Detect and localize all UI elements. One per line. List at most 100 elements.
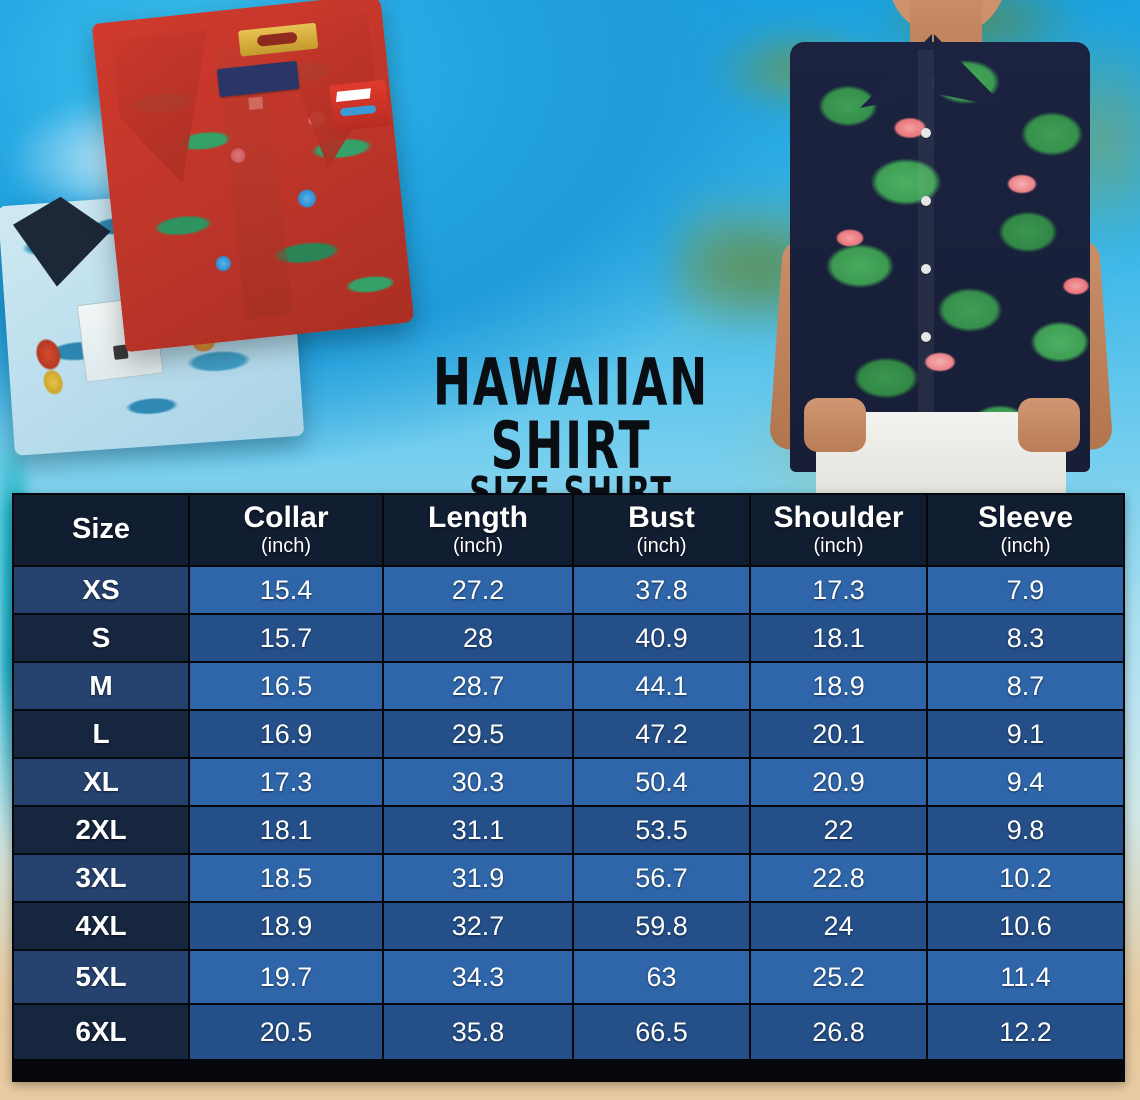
cell-sleeve: 9.4	[928, 759, 1123, 807]
cell-length: 29.5	[384, 711, 574, 759]
shirt-button	[921, 128, 931, 138]
cell-value: 18.1	[812, 622, 865, 653]
column-header-label: Bust	[628, 501, 695, 535]
cell-collar: 15.4	[190, 567, 384, 615]
cell-value: 20.9	[812, 766, 865, 797]
cell-value: 9.8	[1006, 814, 1045, 845]
cell-collar: 17.3	[190, 759, 384, 807]
cell-value: 63	[646, 961, 677, 992]
cell-collar: 18.9	[190, 903, 384, 951]
size-label	[248, 96, 264, 111]
cell-value: 27.2	[451, 574, 505, 605]
table-row: 5XL 19.7 34.3 63 25.2 11.4	[14, 951, 1123, 1005]
cell-sleeve: 9.1	[928, 711, 1123, 759]
cell-length: 28	[384, 615, 574, 663]
table-row: XS 15.4 27.2 37.8 17.3 7.9	[14, 567, 1123, 615]
column-header-unit: (inch)	[452, 534, 503, 557]
cell-sleeve: 8.3	[928, 615, 1123, 663]
cell-shoulder: 25.2	[751, 951, 928, 1005]
cell-size: XS	[14, 567, 190, 615]
cell-length: 32.7	[384, 903, 574, 951]
column-header-label: Collar	[243, 501, 329, 535]
size-chart-table: Size Collar (inch) Length (inch) Bust (i…	[12, 493, 1125, 1082]
cell-value: 3XL	[75, 862, 127, 893]
cell-collar: 20.5	[190, 1005, 384, 1059]
cell-value: 18.1	[259, 814, 313, 845]
cell-value: 31.9	[451, 862, 505, 893]
cell-size: XL	[14, 759, 190, 807]
cell-value: 31.1	[451, 814, 505, 845]
title-block: HAWAIIAN SHIRT SIZE SHIRT	[316, 351, 826, 514]
cell-value: 20.1	[812, 718, 865, 749]
cell-value: 8.3	[1006, 622, 1045, 653]
cell-length: 30.3	[384, 759, 574, 807]
cell-sleeve: 12.2	[928, 1005, 1123, 1059]
table-header-row: Size Collar (inch) Length (inch) Bust (i…	[14, 495, 1123, 567]
shirt-collar-left	[111, 30, 222, 189]
column-header-size: Size	[14, 495, 190, 567]
cell-value: 29.5	[451, 718, 505, 749]
cell-collar: 15.7	[190, 615, 384, 663]
cell-value: 9.1	[1006, 718, 1045, 749]
cell-value: 9.4	[1006, 766, 1045, 797]
table-row: 2XL 18.1 31.1 53.5 22 9.8	[14, 807, 1123, 855]
column-header-label: Size	[71, 513, 131, 546]
shirt-button	[921, 332, 931, 342]
column-header-unit: (inch)	[636, 534, 687, 557]
cell-bust: 56.7	[574, 855, 751, 903]
cell-collar: 18.5	[190, 855, 384, 903]
cell-value: 44.1	[635, 670, 688, 701]
cell-shoulder: 22.8	[751, 855, 928, 903]
cell-bust: 53.5	[574, 807, 751, 855]
cell-shoulder: 20.9	[751, 759, 928, 807]
cell-shoulder: 18.9	[751, 663, 928, 711]
red-hawaiian-shirt-image	[91, 0, 415, 353]
cell-value: 32.7	[451, 910, 505, 941]
column-header-length: Length (inch)	[384, 495, 574, 567]
cell-value: 16.9	[259, 718, 313, 749]
table-row: M 16.5 28.7 44.1 18.9 8.7	[14, 663, 1123, 711]
cell-sleeve: 7.9	[928, 567, 1123, 615]
cell-bust: 50.4	[574, 759, 751, 807]
cell-shoulder: 18.1	[751, 615, 928, 663]
cell-bust: 40.9	[574, 615, 751, 663]
table-row: 6XL 20.5 35.8 66.5 26.8 12.2	[14, 1005, 1123, 1059]
cell-value: 17.3	[259, 766, 313, 797]
column-header-sleeve: Sleeve (inch)	[928, 495, 1123, 567]
cell-value: 10.2	[999, 862, 1052, 893]
cell-value: 15.4	[259, 574, 313, 605]
cell-size: 5XL	[14, 951, 190, 1005]
cell-value: 20.5	[259, 1016, 313, 1047]
cell-shoulder: 24	[751, 903, 928, 951]
table-row: XL 17.3 30.3 50.4 20.9 9.4	[14, 759, 1123, 807]
cell-length: 31.1	[384, 807, 574, 855]
cell-value: 47.2	[635, 718, 688, 749]
cell-size: M	[14, 663, 190, 711]
cell-shoulder: 17.3	[751, 567, 928, 615]
cell-value: 28.7	[451, 670, 505, 701]
cell-value: 66.5	[635, 1016, 688, 1047]
cell-value: 40.9	[635, 622, 688, 653]
model-hand-left	[804, 398, 866, 452]
cell-value: 53.5	[635, 814, 688, 845]
cell-sleeve: 10.6	[928, 903, 1123, 951]
cell-value: 22.8	[812, 862, 865, 893]
shirt-placket	[918, 50, 934, 422]
cell-value: 24	[823, 910, 854, 941]
cell-value: 30.3	[451, 766, 505, 797]
cell-length: 27.2	[384, 567, 574, 615]
cell-value: L	[92, 718, 110, 749]
cell-value: 10.6	[999, 910, 1052, 941]
cell-value: 56.7	[635, 862, 688, 893]
column-header-label: Sleeve	[977, 501, 1074, 535]
cell-value: 25.2	[812, 961, 865, 992]
cell-sleeve: 9.8	[928, 807, 1123, 855]
cell-value: 28	[462, 622, 494, 653]
cell-length: 31.9	[384, 855, 574, 903]
cell-value: 34.3	[451, 961, 505, 992]
cell-value: 50.4	[635, 766, 688, 797]
cell-value: 2XL	[75, 814, 127, 845]
cell-value: 37.8	[635, 574, 688, 605]
cell-collar: 19.7	[190, 951, 384, 1005]
cell-value: 18.9	[259, 910, 313, 941]
